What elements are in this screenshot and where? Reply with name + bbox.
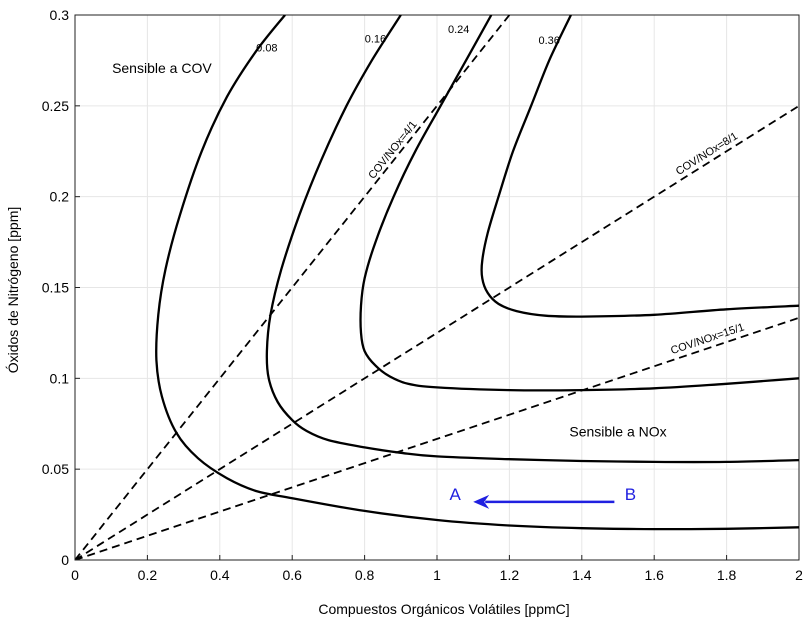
y-axis-title: Óxidos de Nitrógeno [ppm] bbox=[5, 207, 21, 374]
transition-arrow: B A bbox=[450, 485, 636, 509]
x-tick-label: 0.6 bbox=[282, 567, 302, 583]
x-tick-label: 2 bbox=[795, 567, 803, 583]
axis-ticks: 0 0.2 0.4 0.6 0.8 1 1.2 1.4 1.6 1.8 2 0 0.05 0.1 0.15 0… bbox=[42, 7, 803, 583]
isopleth-curve bbox=[480, 15, 799, 318]
y-tick-label: 0.3 bbox=[50, 7, 70, 23]
x-tick-label: 1.6 bbox=[644, 567, 664, 583]
ratio-line bbox=[75, 316, 799, 560]
y-tick-label: 0.2 bbox=[50, 189, 70, 205]
isopleth-label: 0.36 bbox=[539, 35, 560, 47]
x-tick-label: 0.2 bbox=[138, 567, 158, 583]
ratio-lines bbox=[75, 15, 799, 560]
x-tick-label: 0.8 bbox=[355, 567, 375, 583]
region-annotation: Sensible a COV bbox=[112, 60, 212, 76]
isopleth-curve bbox=[359, 15, 799, 392]
isopleth-label: 0.24 bbox=[448, 24, 469, 36]
x-tick-label: 0 bbox=[71, 567, 79, 583]
y-tick-label: 0 bbox=[61, 552, 69, 568]
x-tick-label: 1 bbox=[433, 567, 441, 583]
y-tick-label: 0.1 bbox=[50, 370, 70, 386]
x-tick-label: 1.2 bbox=[500, 567, 520, 583]
isopleth-label: 0.08 bbox=[256, 42, 277, 54]
y-tick-label: 0.15 bbox=[42, 280, 69, 296]
x-tick-label: 0.4 bbox=[210, 567, 230, 583]
ratio-line-label: COV/NOx=8/1 bbox=[674, 130, 740, 178]
grid bbox=[75, 15, 799, 560]
region-annotation: Sensible a NOx bbox=[569, 423, 666, 439]
isopleth-curves bbox=[155, 15, 799, 531]
isopleth-curve bbox=[265, 15, 799, 464]
chart-labels: COV/NOx=4/1 COV/NOx=8/1COV/NOx=15/10.080.… bbox=[112, 24, 746, 439]
isopleth-curve bbox=[155, 15, 799, 531]
arrow-label-a: A bbox=[450, 485, 462, 504]
arrow-head bbox=[473, 494, 490, 509]
x-tick-label: 1.4 bbox=[572, 567, 592, 583]
y-tick-label: 0.25 bbox=[42, 98, 69, 114]
x-axis-title: Compuestos Orgánicos Volátiles [ppmC] bbox=[318, 601, 569, 617]
ratio-line-label: COV/NOx=4/1 bbox=[366, 119, 419, 182]
y-tick-label: 0.05 bbox=[42, 461, 69, 477]
x-tick-label: 1.8 bbox=[717, 567, 737, 583]
isopleth-label: 0.16 bbox=[365, 33, 386, 45]
arrow-label-b: B bbox=[625, 485, 636, 504]
